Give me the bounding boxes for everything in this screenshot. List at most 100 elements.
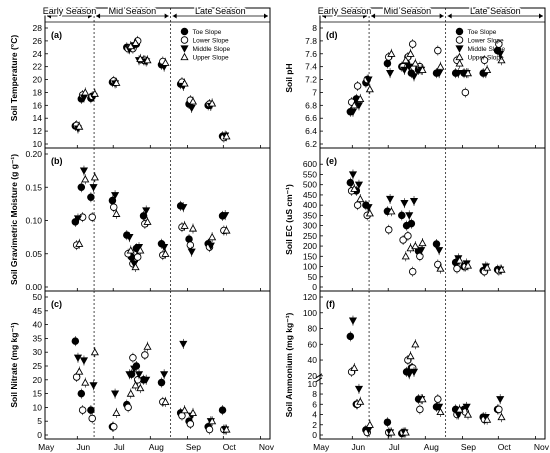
data-point: [88, 414, 96, 423]
data-point: [136, 54, 145, 63]
data-point: [81, 175, 90, 183]
series-upper: [350, 183, 506, 275]
y-tick-label: 200: [303, 241, 317, 251]
y-tick-label: 60: [308, 339, 318, 349]
y-tick-label: 10: [308, 379, 318, 389]
arrow-head: [363, 13, 368, 19]
data-point: [350, 363, 359, 372]
y-tick-label: 18: [33, 87, 43, 97]
panel-label: (c): [51, 299, 62, 309]
y-tick-label: 5: [37, 416, 42, 426]
legend-label: Middle Slope: [468, 46, 506, 53]
plot-frame: [44, 290, 271, 440]
data-point: [110, 203, 118, 211]
x-tick-label: Nov: [259, 442, 275, 452]
data-point: [411, 241, 420, 250]
y-tick-label: 6.6: [305, 113, 317, 123]
data-point: [125, 234, 134, 242]
y-axis-label: Soil Temperature (°C): [9, 35, 19, 122]
data-point: [364, 76, 373, 84]
y-tick-label: 50: [308, 272, 318, 282]
y-tick-label: 15: [33, 389, 43, 399]
data-point: [208, 416, 217, 425]
y-tick-label: 2: [312, 420, 317, 430]
data-point: [160, 244, 169, 252]
legend-marker: [180, 45, 189, 53]
data-point: [208, 232, 217, 241]
data-point: [409, 368, 419, 377]
data-point: [143, 342, 152, 350]
data-point: [90, 173, 99, 181]
y-tick-label: 35: [33, 333, 43, 343]
data-point: [483, 263, 492, 271]
data-point: [89, 382, 98, 390]
y-tick-label: 20: [308, 371, 318, 381]
legend-label: Toe Slope: [193, 29, 222, 36]
data-point: [75, 122, 84, 130]
data-point: [398, 211, 406, 220]
data-point: [186, 420, 195, 428]
legend-marker: [455, 52, 464, 61]
data-point: [77, 183, 86, 191]
panel-d: 6.2 6.4 6.6 6.8 7 7.2 7.4 7.6 7.8 8 Soil pH (d) Earl…: [284, 5, 546, 149]
data-point: [383, 59, 392, 68]
data-point: [142, 207, 151, 215]
y-tick-label: 20: [33, 375, 43, 385]
y-tick-label: 6.8: [305, 100, 317, 110]
data-point: [205, 425, 214, 434]
legend-label: Toe Slope: [468, 29, 497, 36]
data-point: [463, 410, 473, 418]
arrow-head: [172, 13, 177, 19]
y-tick-label: 14: [33, 113, 43, 123]
data-point: [353, 82, 362, 90]
data-point: [435, 70, 444, 78]
data-point: [365, 209, 374, 217]
x-tick-label: Oct: [498, 442, 512, 452]
arrow-head: [371, 13, 376, 19]
data-point: [435, 247, 444, 255]
data-point: [111, 390, 120, 398]
data-point: [125, 371, 134, 379]
data-point: [364, 204, 373, 212]
y-tick-label: 24: [33, 49, 43, 59]
data-point: [495, 40, 503, 48]
y-tick-label: 100: [303, 262, 317, 272]
y-tick-label: 0: [312, 282, 317, 292]
data-point: [387, 428, 396, 436]
data-point: [411, 59, 420, 67]
data-point: [78, 406, 87, 414]
data-point: [141, 351, 149, 359]
data-point: [136, 246, 145, 254]
data-point: [73, 354, 83, 362]
data-point: [124, 403, 132, 412]
y-tick-label: 45: [33, 306, 43, 316]
data-point: [75, 239, 84, 247]
data-point: [346, 178, 355, 187]
y-tick-label: 6: [312, 399, 317, 409]
data-point: [365, 84, 374, 93]
season-label: Late Season: [470, 6, 521, 16]
y-axis-label: Soil pH: [284, 63, 294, 92]
series-lower: [72, 349, 228, 435]
data-point: [180, 221, 189, 229]
y-tick-label: 22: [33, 62, 43, 72]
data-point: [455, 59, 464, 67]
data-point: [408, 267, 417, 276]
y-tick-label: 600: [303, 159, 317, 169]
data-point: [453, 264, 461, 273]
data-point: [480, 56, 489, 64]
series-upper: [75, 341, 231, 435]
data-point: [131, 262, 140, 271]
x-tick-label: Sep: [461, 442, 476, 452]
data-point: [187, 248, 196, 256]
arrow-head: [439, 13, 444, 19]
data-point: [400, 66, 409, 75]
data-point: [111, 192, 120, 200]
data-point: [383, 418, 392, 426]
y-tick-label: 550: [303, 169, 317, 179]
data-point: [133, 376, 142, 384]
y-tick-label: 7.2: [305, 75, 317, 85]
axis-break: [315, 373, 323, 383]
